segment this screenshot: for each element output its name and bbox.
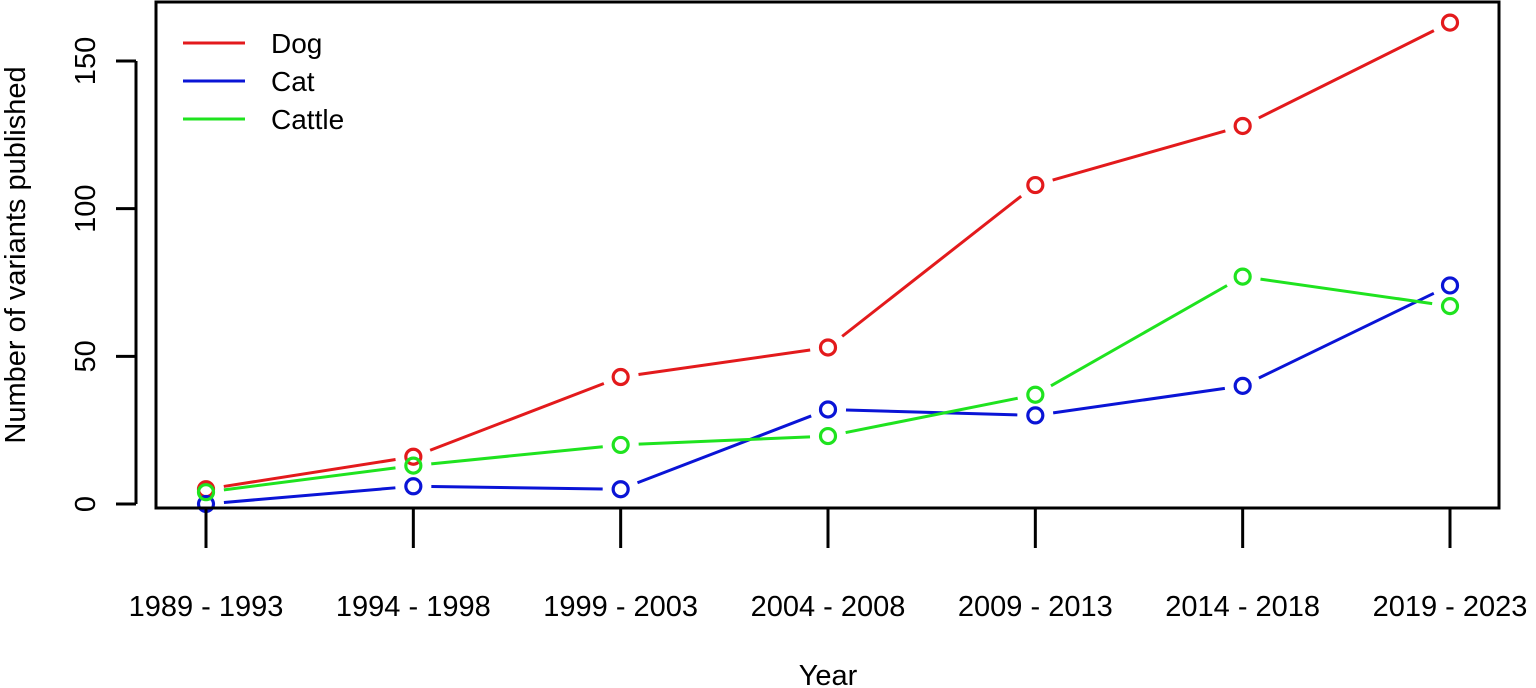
series-line-segment — [431, 445, 603, 466]
series-cattle — [196, 267, 1460, 502]
series-dog — [196, 13, 1460, 499]
series-line-segment — [223, 466, 396, 492]
y-tick-label: 50 — [70, 340, 102, 372]
data-point — [1440, 276, 1460, 295]
data-point — [1026, 385, 1045, 404]
data-point — [611, 367, 630, 387]
x-tick-label: 2019 - 2023 — [1373, 591, 1528, 623]
data-point — [1233, 267, 1252, 286]
x-tick-label: 2004 - 2008 — [751, 591, 906, 623]
plot-frame — [154, 0, 1501, 510]
series-line-segment — [1052, 386, 1226, 415]
legend-label: Dog — [271, 28, 322, 59]
series-line-segment — [223, 458, 396, 488]
data-point — [404, 447, 423, 466]
y-tick-label: 150 — [70, 37, 102, 85]
y-tick-label: 100 — [70, 184, 102, 232]
series-line-segment — [1050, 284, 1228, 388]
data-point — [1026, 406, 1045, 425]
series-line-segment — [223, 486, 396, 504]
series-line-segment — [845, 396, 1018, 435]
y-axis-title: Number of variants published — [0, 66, 32, 443]
series-line-segment — [638, 348, 811, 376]
series-line-segment — [636, 414, 812, 485]
series-line-segment — [1258, 291, 1435, 380]
data-point — [1026, 175, 1045, 195]
data-point — [611, 480, 630, 499]
data-point — [196, 483, 216, 502]
y-axis: 0 50 100 150 — [70, 37, 138, 512]
x-tick-label: 1989 - 1993 — [129, 591, 284, 623]
legend-label: Cat — [271, 66, 315, 97]
data-point — [818, 400, 838, 419]
x-tick-label: 1994 - 1998 — [336, 591, 491, 623]
y-tick-label: 0 — [70, 496, 102, 512]
series-line-segment — [431, 485, 603, 491]
series-line-segment — [429, 382, 605, 452]
series-cat — [196, 276, 1460, 514]
data-point — [1233, 376, 1252, 395]
series-line-segment — [845, 408, 1018, 417]
series-line-segment — [1260, 277, 1433, 306]
data-point — [818, 338, 838, 357]
series-line-segment — [841, 194, 1023, 338]
data-point — [818, 426, 838, 446]
legend-label: Cattle — [271, 104, 344, 135]
x-tick-label: 1999 - 2003 — [543, 591, 698, 623]
data-point — [1440, 297, 1460, 316]
data-point — [404, 456, 423, 475]
x-axis: 1989 - 1993 1994 - 1998 1999 - 2003 2004 - … — [129, 508, 1528, 623]
data-point — [1233, 116, 1252, 136]
data-point — [404, 477, 423, 496]
data-point — [611, 435, 630, 455]
series-line-segment — [1258, 29, 1435, 120]
series-line-segment — [638, 435, 811, 446]
series-layer — [196, 13, 1460, 514]
series-line-segment — [1052, 129, 1226, 182]
data-point — [1440, 13, 1460, 32]
x-axis-title: Year — [799, 660, 858, 688]
x-tick-label: 2014 - 2018 — [1165, 591, 1320, 623]
x-tick-label: 2009 - 2013 — [958, 591, 1113, 623]
legend: Dog Cat Cattle — [183, 28, 344, 135]
